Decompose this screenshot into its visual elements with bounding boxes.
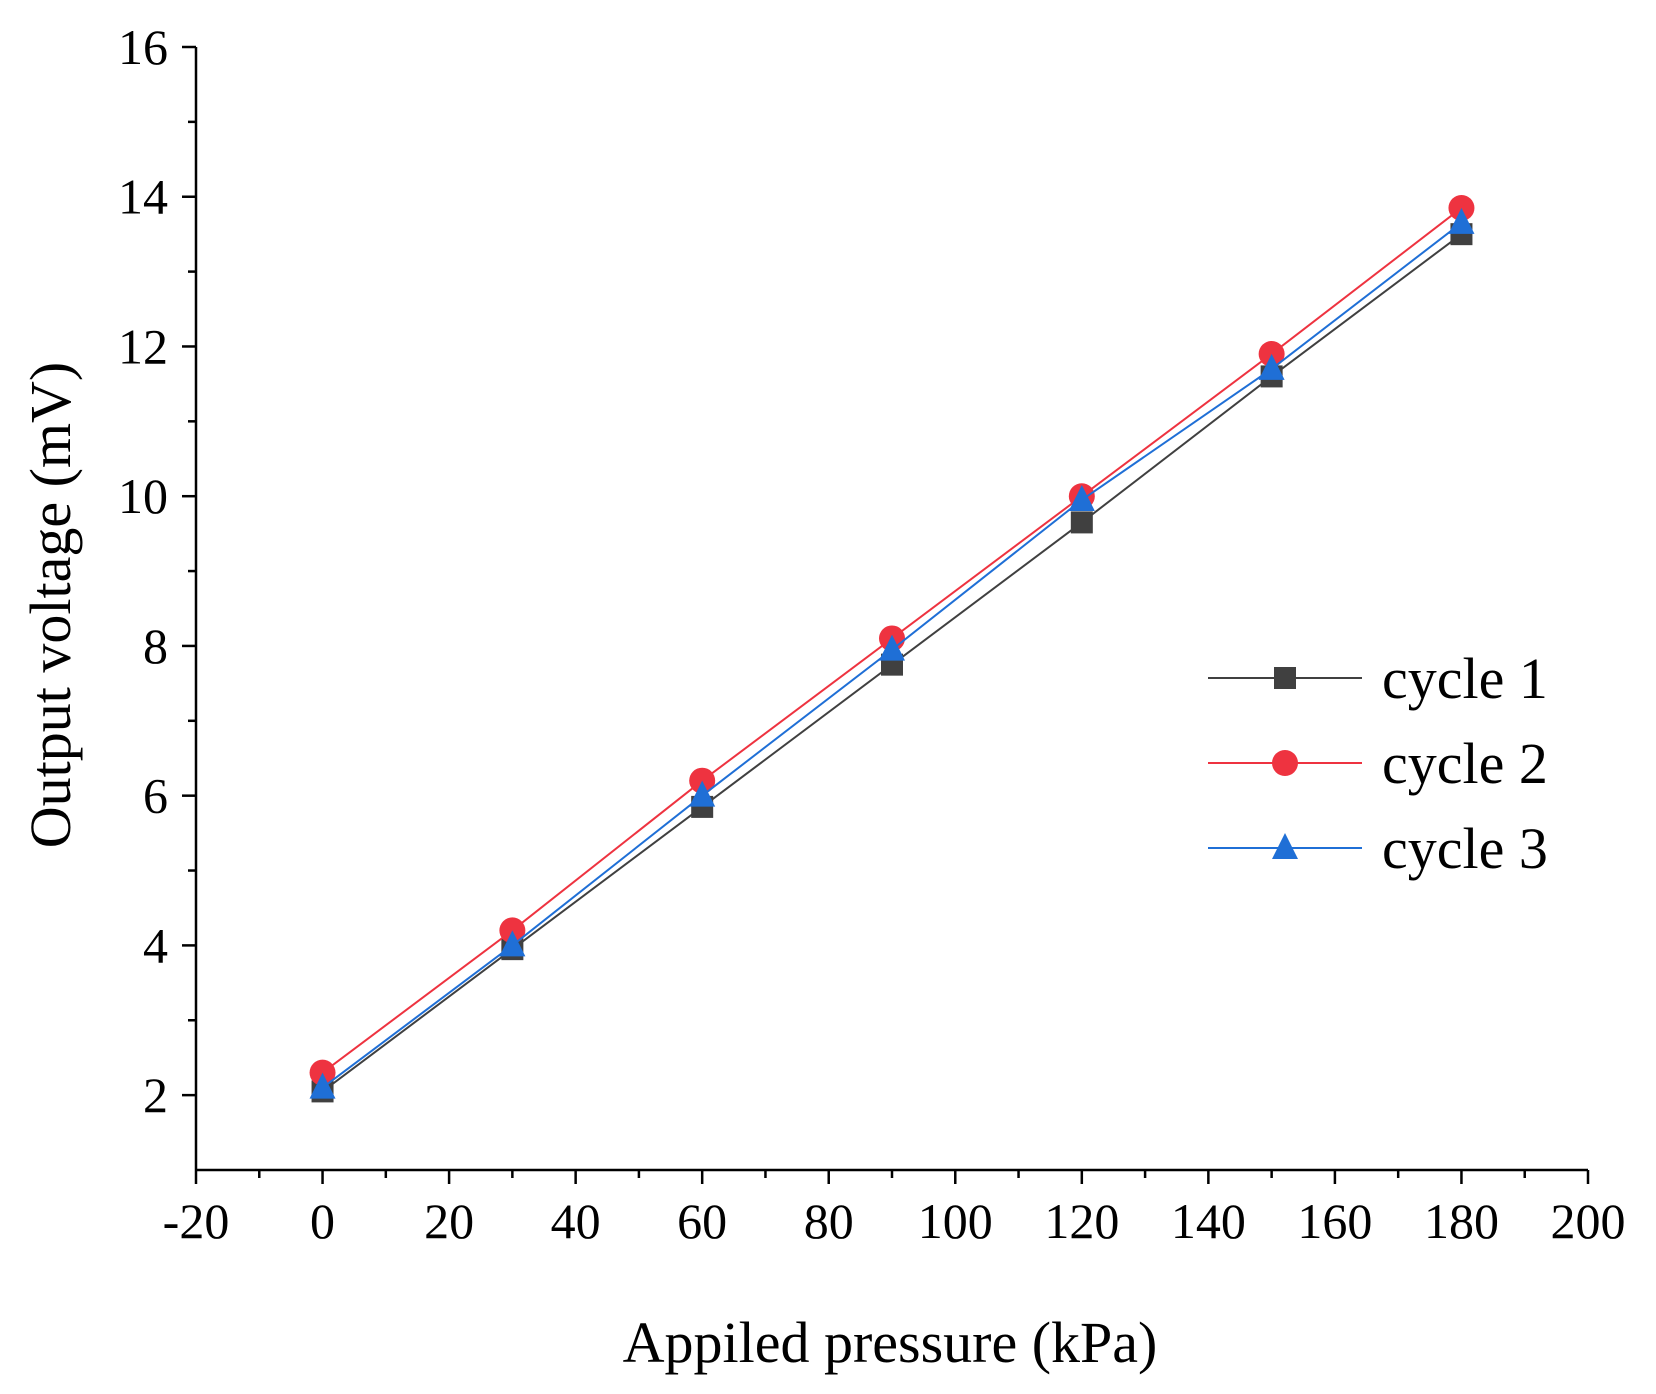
x-tick-label: 20 — [424, 1193, 474, 1249]
x-tick-label: -20 — [163, 1193, 230, 1249]
y-axis-title: Output voltage (mV) — [18, 362, 83, 848]
x-tick-label: 60 — [677, 1193, 727, 1249]
y-tick-label: 8 — [143, 618, 168, 674]
y-tick-label: 10 — [118, 468, 168, 524]
x-tick-label: 140 — [1171, 1193, 1246, 1249]
y-tick-label: 4 — [143, 917, 168, 973]
series-marker-triangle — [1258, 353, 1285, 380]
series-marker-triangle — [309, 1072, 336, 1099]
series-marker-triangle — [1272, 833, 1298, 859]
series-marker-square — [1274, 667, 1296, 689]
x-tick-label: 40 — [551, 1193, 601, 1249]
legend-item: cycle 2 — [1208, 731, 1548, 796]
y-tick-label: 16 — [118, 19, 168, 75]
x-tick-label: 100 — [918, 1193, 993, 1249]
legend-label: cycle 1 — [1382, 646, 1548, 711]
series-marker-triangle — [879, 634, 905, 661]
x-tick-label: 80 — [804, 1193, 854, 1249]
legend-item: cycle 1 — [1208, 646, 1548, 711]
series-marker-square — [1070, 511, 1093, 534]
x-tick-label: 180 — [1424, 1193, 1499, 1249]
series-marker-circle — [1272, 750, 1298, 776]
y-tick-label: 2 — [143, 1067, 168, 1123]
y-tick-label: 14 — [118, 169, 168, 225]
series-1 — [311, 223, 1473, 1103]
series-3 — [309, 207, 1475, 1099]
legend-label: cycle 3 — [1382, 816, 1548, 881]
y-tick-label: 12 — [118, 318, 168, 374]
x-tick-label: 120 — [1044, 1193, 1119, 1249]
legend-item: cycle 3 — [1208, 816, 1548, 881]
legend: cycle 1 cycle 2 cycle 3 — [1208, 646, 1548, 881]
series-layer — [309, 194, 1475, 1103]
x-tick-label: 0 — [310, 1193, 335, 1249]
y-tick-label: 6 — [143, 768, 168, 824]
series-marker-triangle — [1448, 207, 1475, 234]
x-axis-title: Appiled pressure (kPa) — [623, 1310, 1158, 1375]
axes-layer: -20 0 20 40 60 80 100 120 140 160 180 200 2 4 6 8 10 12 14… — [118, 19, 1626, 1249]
x-tick-label: 160 — [1297, 1193, 1372, 1249]
x-tick-label: 200 — [1551, 1193, 1626, 1249]
series-marker-triangle — [689, 780, 716, 807]
series-marker-triangle — [499, 930, 526, 957]
series-marker-triangle — [1068, 484, 1095, 511]
legend-label: cycle 2 — [1382, 731, 1548, 796]
